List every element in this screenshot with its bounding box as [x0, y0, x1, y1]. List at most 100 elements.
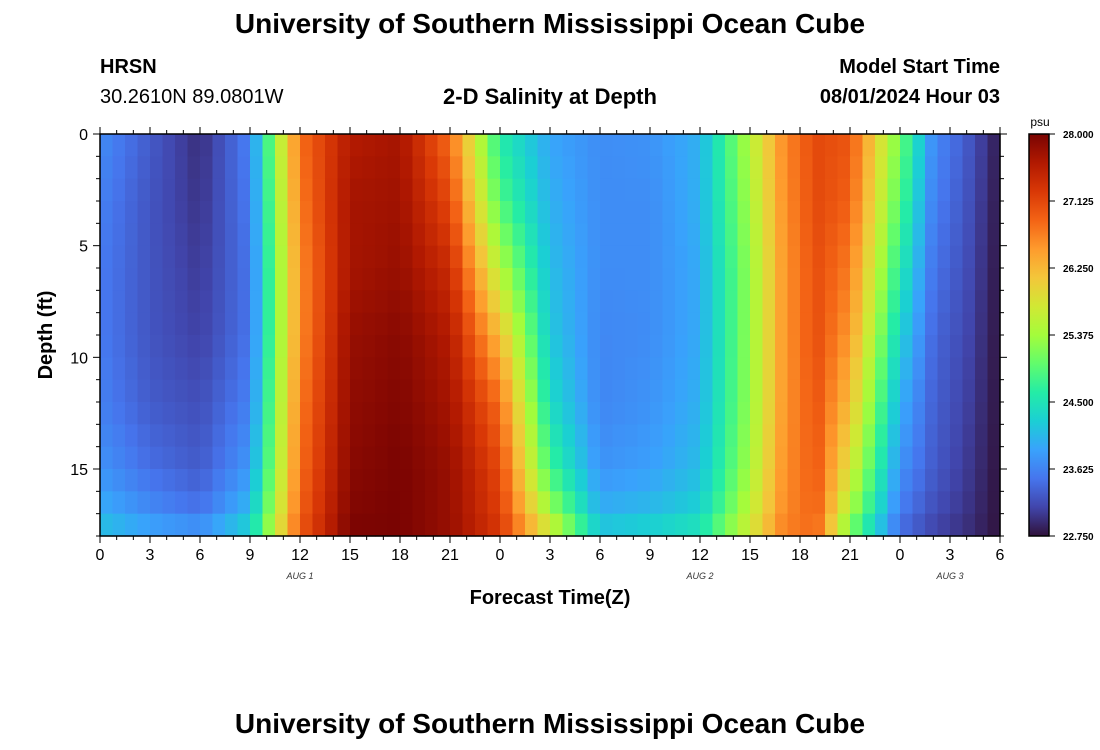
heatmap-cell: [475, 469, 489, 492]
heatmap-cell: [512, 134, 526, 157]
heatmap-cell: [300, 379, 314, 403]
heatmap-cell: [112, 134, 126, 157]
heatmap-cell: [150, 134, 164, 157]
heatmap-cell: [900, 424, 914, 448]
heatmap-cell: [875, 491, 889, 515]
heatmap-cell: [950, 424, 964, 448]
heatmap-cell: [412, 491, 426, 515]
heatmap-cell: [187, 134, 201, 157]
heatmap-cell: [450, 201, 464, 224]
heatmap-cell: [225, 245, 239, 269]
heatmap-cell: [225, 201, 239, 224]
heatmap-cell: [937, 424, 951, 448]
heatmap-cell: [725, 402, 739, 425]
heatmap-cell: [712, 312, 726, 336]
heatmap-cell: [862, 223, 876, 247]
heatmap-cell: [775, 379, 789, 403]
heatmap-cell: [425, 245, 439, 269]
heatmap-cell: [500, 424, 514, 448]
heatmap-cell: [100, 290, 114, 314]
heatmap-cell: [387, 446, 401, 470]
heatmap-cell: [400, 134, 414, 157]
heatmap-cell: [937, 268, 951, 291]
heatmap-cell: [712, 424, 726, 448]
heatmap-cell: [212, 357, 226, 381]
heatmap-cell: [150, 268, 164, 291]
heatmap-cell: [725, 469, 739, 492]
heatmap-cell: [675, 134, 689, 157]
heatmap-cell: [862, 402, 876, 425]
heatmap-cell: [612, 335, 626, 358]
heatmap-cell: [875, 134, 889, 157]
heatmap-cell: [887, 402, 901, 425]
colorbar-tick-label: 27.125: [1063, 197, 1094, 208]
x-tick-label: 12: [691, 547, 709, 564]
heatmap-cell: [312, 424, 326, 448]
heatmap-cell: [400, 491, 414, 515]
heatmap-cell: [250, 424, 264, 448]
heatmap-cell: [350, 491, 364, 515]
heatmap-cell: [375, 312, 389, 336]
heatmap-cell: [225, 268, 239, 291]
heatmap-cell: [712, 290, 726, 314]
heatmap-cell: [187, 357, 201, 381]
heatmap-cell: [175, 335, 189, 358]
heatmap-cell: [937, 402, 951, 425]
heatmap-cell: [962, 223, 976, 247]
heatmap-cell: [700, 402, 714, 425]
y-tick-label: 5: [79, 239, 88, 256]
heatmap-cell: [887, 335, 901, 358]
heatmap-cell: [487, 268, 501, 291]
heatmap-cell: [937, 223, 951, 247]
heatmap-cell: [987, 335, 1001, 358]
heatmap-cell: [137, 335, 151, 358]
heatmap-cell: [312, 245, 326, 269]
heatmap-cell: [325, 424, 339, 448]
heatmap-cell: [425, 357, 439, 381]
heatmap-cell: [250, 134, 264, 157]
heatmap-cell: [300, 134, 314, 157]
heatmap-cell: [237, 312, 251, 336]
heatmap-cell: [462, 446, 476, 470]
heatmap-cell: [850, 513, 864, 537]
heatmap-cell: [725, 156, 739, 180]
heatmap-cell: [625, 245, 639, 269]
heatmap-cell: [287, 513, 301, 537]
heatmap-cell: [387, 268, 401, 291]
heatmap-cell: [650, 156, 664, 180]
heatmap-cell: [212, 491, 226, 515]
heatmap-cell: [187, 513, 201, 537]
heatmap-cell: [137, 201, 151, 224]
heatmap-cell: [762, 290, 776, 314]
heatmap-cell: [625, 357, 639, 381]
heatmap-cell: [462, 513, 476, 537]
heatmap-cell: [675, 245, 689, 269]
heatmap-cell: [925, 223, 939, 247]
heatmap-cell: [225, 513, 239, 537]
heatmap-cell: [475, 335, 489, 358]
heatmap-cell: [962, 156, 976, 180]
heatmap-cell: [237, 245, 251, 269]
heatmap-cell: [812, 156, 826, 180]
heatmap-cell: [550, 201, 564, 224]
x-tick-label: 3: [146, 547, 155, 564]
heatmap-cell: [612, 513, 626, 537]
heatmap-cell: [700, 290, 714, 314]
heatmap-cell: [350, 223, 364, 247]
heatmap-cell: [187, 223, 201, 247]
heatmap-cell: [962, 491, 976, 515]
heatmap-cell: [287, 491, 301, 515]
heatmap-cell: [375, 446, 389, 470]
day-label: AUG 2: [685, 571, 713, 581]
heatmap-cell: [562, 424, 576, 448]
heatmap-cell: [787, 446, 801, 470]
heatmap-cell: [200, 446, 214, 470]
heatmap-cell: [200, 290, 214, 314]
heatmap-cell: [350, 312, 364, 336]
heatmap-cell: [237, 134, 251, 157]
heatmap-cell: [112, 424, 126, 448]
heatmap-cell: [100, 469, 114, 492]
heatmap-cell: [925, 290, 939, 314]
heatmap-cell: [575, 312, 589, 336]
heatmap-cell: [375, 134, 389, 157]
